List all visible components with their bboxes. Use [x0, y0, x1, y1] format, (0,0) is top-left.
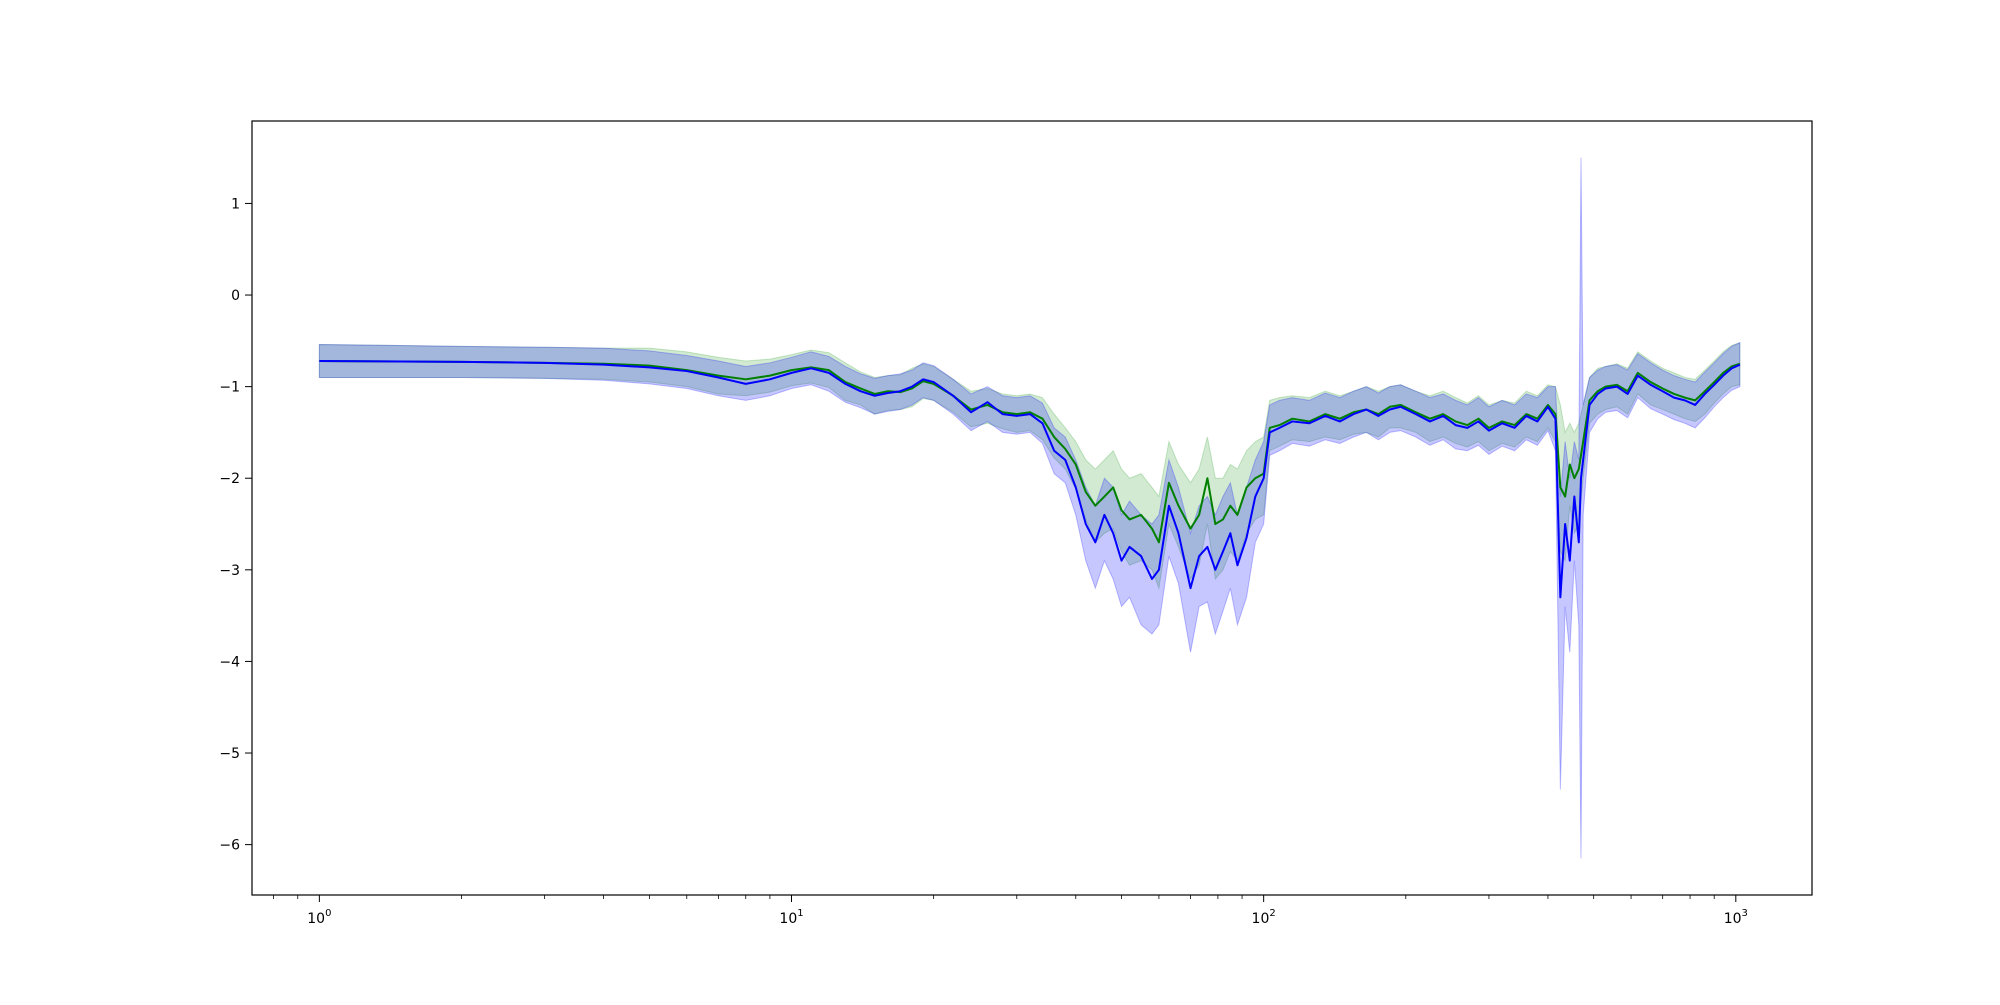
x-tick-label-base: 10: [1252, 911, 1270, 927]
y-tick-label-3: −2: [219, 471, 240, 487]
y-tick-label-6: −5: [219, 746, 240, 762]
x-tick-label-exponent: 3: [1742, 908, 1748, 919]
y-tick-label-2: −1: [219, 380, 240, 396]
y-tick-label-1: 0: [231, 288, 240, 304]
y-tick-label-0: 1: [231, 196, 240, 212]
x-axis: 100 101 102 103: [273, 895, 1748, 927]
y-tick-label-5: −4: [219, 654, 240, 670]
x-tick-label-1: 101: [779, 908, 803, 927]
x-tick-label-exponent: 2: [1269, 908, 1275, 919]
x-tick-label-exponent: 1: [797, 908, 803, 919]
x-tick-label-base: 10: [307, 911, 325, 927]
x-tick-label-base: 10: [779, 911, 797, 927]
series-2-line: [319, 359, 1741, 599]
series-1-band: [318, 341, 1741, 591]
x-tick-label-0: 100: [307, 908, 331, 927]
y-tick-label-7: −6: [219, 838, 240, 854]
x-tick-label-2: 102: [1252, 908, 1276, 927]
y-tick-label-4: −3: [219, 563, 240, 579]
y-axis: 1 0 −1 −2 −3 −4 −5 −6: [219, 196, 252, 854]
x-tick-label-3: 103: [1724, 908, 1748, 927]
series-lines: [319, 359, 1741, 599]
confidence-bands: [318, 157, 1741, 859]
series-2-band: [318, 157, 1741, 859]
x-tick-label-exponent: 0: [325, 908, 331, 919]
plot-area-frame: [251, 120, 1813, 896]
x-tick-label-base: 10: [1724, 911, 1742, 927]
series-1-line: [319, 359, 1741, 544]
